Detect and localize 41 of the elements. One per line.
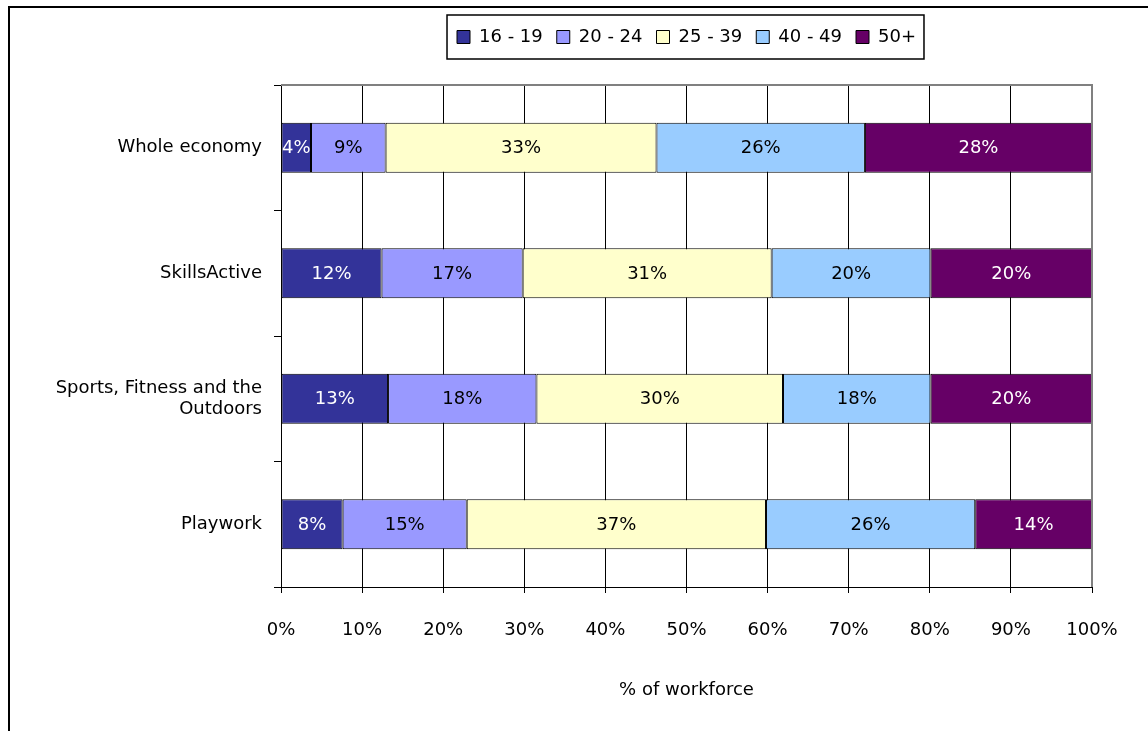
data-label: 4% [281, 136, 311, 158]
data-label: 9% [334, 136, 363, 158]
data-label: 20% [831, 261, 872, 283]
x-tick-label: 100% [1066, 618, 1118, 640]
data-label: 37% [596, 512, 637, 534]
x-tick-label: 90% [990, 618, 1031, 640]
data-label: 31% [627, 261, 668, 283]
legend-label: 20 - 24 [578, 24, 643, 46]
data-label: 30% [639, 387, 680, 409]
data-label: 33% [501, 136, 542, 158]
data-label: 8% [297, 512, 327, 534]
data-label: 13% [314, 387, 355, 409]
y-tick-label: Whole economy [117, 135, 263, 157]
data-label: 26% [850, 512, 891, 534]
y-tick-label: Sports, Fitness and the Outdoors [55, 375, 262, 419]
y-tick-label: Playwork [180, 511, 263, 533]
x-tick-label: 50% [666, 618, 707, 640]
x-tick-label: 70% [828, 618, 869, 640]
legend-label: 50+ [878, 24, 916, 46]
data-label: 14% [1013, 512, 1054, 534]
x-tick-label: 40% [585, 618, 626, 640]
data-label: 28% [958, 136, 999, 158]
x-tick-label: 30% [504, 618, 545, 640]
x-axis-title: % of workforce [619, 677, 754, 699]
legend-label: 16 - 19 [479, 24, 543, 46]
data-label: 18% [442, 387, 483, 409]
data-label: 12% [311, 261, 352, 283]
legend-label: 25 - 39 [678, 24, 743, 46]
data-label: 20% [991, 261, 1032, 283]
x-tick-label: 10% [342, 618, 383, 640]
data-label: 26% [740, 136, 781, 158]
data-label: 15% [384, 512, 425, 534]
x-tick-label: 60% [747, 618, 788, 640]
x-tick-label: 20% [423, 618, 464, 640]
data-label: 18% [836, 387, 877, 409]
legend-label: 40 - 49 [778, 24, 842, 46]
x-tick-label: 0% [266, 618, 296, 640]
y-tick-label: SkillsActive [160, 260, 262, 282]
data-label: 17% [432, 261, 473, 283]
x-tick-label: 80% [909, 618, 950, 640]
data-label: 20% [991, 387, 1032, 409]
